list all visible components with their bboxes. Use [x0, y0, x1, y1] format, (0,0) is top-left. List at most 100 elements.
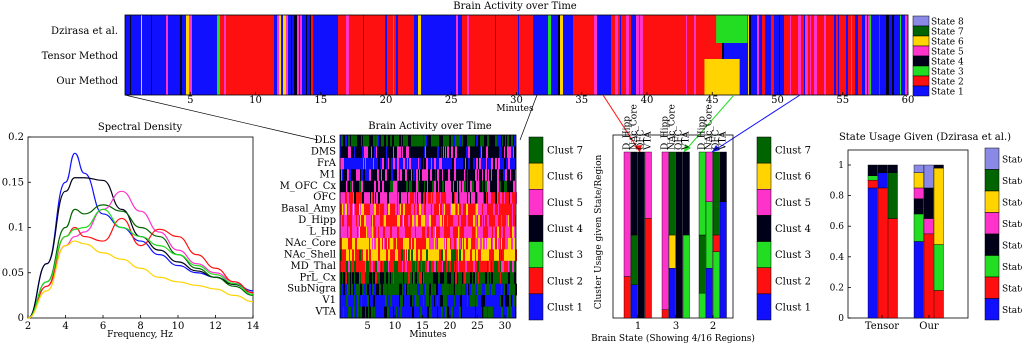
heatmap-cell — [443, 169, 445, 182]
heatmap-cell — [513, 135, 514, 147]
heatmap-cell — [484, 260, 486, 273]
heatmap-cell — [440, 226, 442, 239]
heatmap-cell — [418, 180, 419, 193]
heatmap-cell — [386, 272, 388, 284]
heatmap-cell — [484, 135, 486, 147]
heatmap-cell — [346, 180, 347, 193]
heatmap-cell — [383, 249, 385, 262]
heatmap-cell — [362, 237, 364, 250]
heatmap-cell — [387, 192, 389, 204]
heatmap-cell — [436, 169, 437, 182]
heatmap-cell — [345, 192, 346, 204]
heatmap-cell — [453, 203, 455, 216]
heatmap-cell — [417, 192, 418, 204]
heatmap-cell — [384, 215, 386, 227]
heatmap-cell — [477, 157, 478, 170]
heatmap-cell — [380, 295, 382, 307]
top-stripe — [720, 15, 722, 95]
heatmap-cell — [447, 203, 449, 216]
heatmap-cell — [505, 180, 507, 193]
heatmap-cell — [453, 272, 454, 284]
heatmap-cell — [487, 249, 489, 262]
usage-bar-segment — [682, 151, 690, 236]
heatmap-cell — [355, 146, 357, 159]
heatmap-cell — [458, 226, 459, 239]
heatmap-cell — [357, 249, 359, 262]
heatmap-cell — [470, 226, 472, 239]
heatmap-cell — [440, 260, 442, 273]
heatmap-cell — [349, 192, 351, 204]
top-stripe — [572, 15, 573, 95]
heatmap-cell — [394, 306, 396, 319]
heatmap-cell — [417, 135, 418, 147]
heatmap-cell — [344, 306, 345, 319]
heatmap-cell — [467, 306, 469, 319]
heatmap-cell — [493, 306, 494, 319]
heatmap-cell — [500, 180, 501, 193]
top-stripe — [272, 15, 274, 95]
heatmap-cell — [513, 169, 515, 182]
top-stripe — [608, 15, 611, 95]
heatmap-cell — [359, 203, 360, 216]
heatmap-cell — [514, 203, 515, 216]
heatmap-cell — [471, 260, 473, 273]
heatmap-cell — [434, 157, 436, 170]
heatmap-cell — [497, 157, 498, 170]
heatmap-cell — [385, 237, 386, 250]
heatmap-cell — [451, 180, 453, 193]
heatmap-cell — [510, 249, 512, 262]
state-legend-swatch — [984, 190, 1000, 213]
state-bar-segment — [913, 172, 924, 189]
heatmap-cell — [489, 169, 491, 182]
top-stripe — [495, 15, 496, 95]
top-stripe — [877, 15, 879, 95]
heatmap-cell — [493, 135, 495, 147]
top-stripe — [530, 15, 533, 95]
heatmap-cell — [392, 135, 394, 147]
heatmap-cell — [512, 192, 513, 204]
heatmap-cell — [478, 249, 480, 262]
heatmap-cell — [448, 157, 449, 170]
heatmap-cell — [436, 146, 437, 159]
top-stripe — [307, 15, 308, 95]
heatmap-cell — [471, 135, 473, 147]
top-stripe — [681, 15, 683, 95]
state-legend-swatch — [984, 212, 1000, 235]
heatmap-cell — [445, 146, 446, 159]
heatmap-cell — [352, 272, 354, 284]
heatmap-cell — [376, 215, 377, 227]
heatmap-cell — [363, 203, 364, 216]
heatmap-cell — [376, 283, 378, 296]
usage-bar-segment — [719, 151, 727, 202]
top-stripe — [792, 15, 795, 95]
heatmap-cell — [491, 260, 492, 273]
state-bar-segment — [867, 187, 878, 319]
heatmap-cell — [455, 169, 456, 182]
heatmap-cell — [418, 306, 420, 319]
heatmap-cell — [365, 306, 366, 319]
heatmap-cell — [351, 135, 353, 147]
heatmap-cell — [386, 135, 388, 147]
heatmap-cell — [473, 215, 475, 227]
heatmap-cell — [408, 215, 410, 227]
heatmap-cell — [388, 215, 390, 227]
top-stripe — [649, 15, 650, 95]
heatmap-cell — [515, 260, 516, 273]
heatmap-cell — [454, 157, 456, 170]
top-stripe — [250, 15, 253, 95]
heatmap-cell — [495, 249, 497, 262]
heatmap-cell — [411, 226, 412, 239]
heatmap-cell — [403, 169, 404, 182]
heatmap-cell — [422, 135, 423, 147]
heatmap-cell — [408, 157, 409, 170]
heatmap-cell — [462, 272, 463, 284]
heatmap-cell — [357, 272, 359, 284]
top-stripe — [769, 15, 771, 95]
heatmap-cell — [362, 226, 364, 239]
heatmap-cell — [472, 169, 473, 182]
heatmap-cell — [374, 203, 376, 216]
heatmap-cell — [431, 237, 432, 250]
cluster-label: Clust 4 — [775, 224, 811, 235]
heatmap-cell — [359, 295, 361, 307]
top-stripe — [489, 15, 492, 95]
